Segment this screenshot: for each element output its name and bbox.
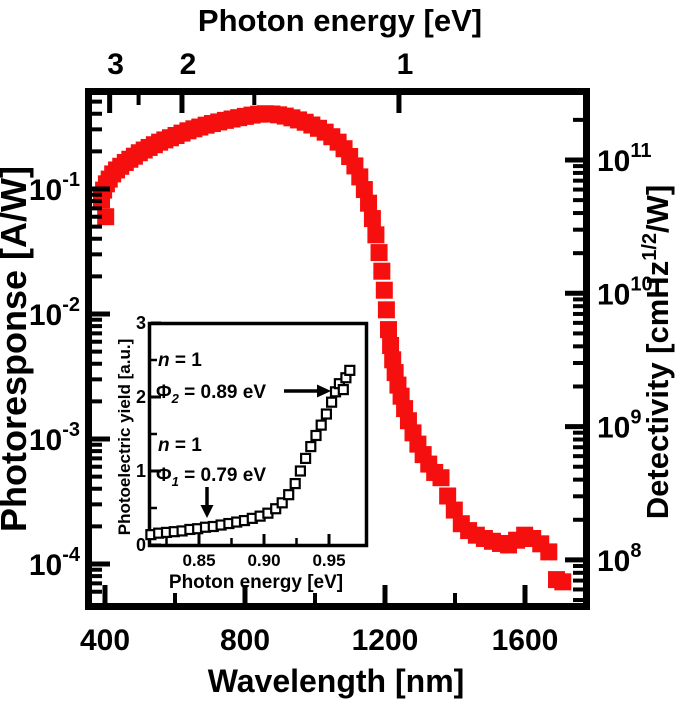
phi2-arrow-head xyxy=(317,384,331,398)
main-plot-box xyxy=(85,88,590,610)
data-point-yield xyxy=(310,429,322,442)
inset-x-axis-title: Photon energy [eV] xyxy=(169,572,343,593)
y-axis-tick-label: 10-1 xyxy=(29,169,80,207)
data-point-yield xyxy=(320,408,332,420)
data-point-photoresponse xyxy=(432,469,450,487)
data-point-photoresponse xyxy=(355,181,373,199)
x-axis-title: Wavelength [nm] xyxy=(208,663,465,699)
annotation-phi1-value: Φ1 = 0.79 eV xyxy=(156,465,266,489)
x-axis-tick-label: 1200 xyxy=(352,624,419,657)
data-point-yield xyxy=(289,477,301,490)
data-point-photoresponse xyxy=(370,244,388,262)
red-data-points xyxy=(93,105,572,591)
data-point-photoresponse xyxy=(382,336,400,354)
x-axis-wavelength: 400 800 1200 1600 Wavelength [nm] xyxy=(80,585,558,699)
data-point-photoresponse xyxy=(360,194,378,212)
inset-x-tick-label: 0.95 xyxy=(312,551,345,570)
inset-y-tick-label: 1 xyxy=(136,461,146,481)
right-axis-tick-label: 108 xyxy=(597,540,642,578)
data-point-yield xyxy=(276,497,288,509)
inset-plot-box xyxy=(147,321,369,548)
data-point-photoresponse xyxy=(445,501,463,519)
y-axis-tick-label: 10-2 xyxy=(29,294,80,332)
right-axis-detectivity: 1011 1010 109 108 Detectivity [cmHz1/2/W] xyxy=(565,117,675,603)
top-axis-title: Photon energy [eV] xyxy=(198,3,482,38)
inset-x-tick-label: 0.85 xyxy=(182,551,215,570)
right-axis-title: Detectivity [cmHz1/2/W] xyxy=(639,185,675,519)
data-point-photoresponse xyxy=(377,301,395,319)
data-point-yield xyxy=(326,396,338,408)
data-point-yield xyxy=(315,419,327,431)
top-axis-tick-label: 1 xyxy=(397,48,414,81)
data-point-photoresponse xyxy=(97,208,115,226)
right-axis-tick-label: 1011 xyxy=(597,140,652,178)
x-axis-tick-label: 400 xyxy=(80,624,130,657)
data-point-yield xyxy=(300,452,312,465)
right-axis-tick-label: 1010 xyxy=(597,273,653,311)
data-point-photoresponse xyxy=(367,226,385,244)
inset-y-tick-label: 0 xyxy=(136,535,146,555)
annotation-phi1: n = 1 Φ1 = 0.79 eV xyxy=(156,435,266,518)
data-point-photoresponse xyxy=(439,487,457,505)
data-point-yield xyxy=(344,364,356,376)
y-axis-photoresponse: 10-1 10-2 10-3 10-4 Photoresponse [A/W] xyxy=(0,99,110,594)
y-axis-tick-label: 10-4 xyxy=(29,544,81,582)
inset-y-axis-title: Photoelectric yield [a.u.] xyxy=(115,339,134,536)
inset-y-tick-label: 3 xyxy=(136,313,146,333)
data-point-photoresponse xyxy=(373,262,391,280)
inset-y-tick-label: 2 xyxy=(136,387,146,407)
data-point-yield xyxy=(283,489,295,501)
top-axis-photon-energy: 3 2 1 Photon energy [eV] xyxy=(107,3,482,113)
top-axis-tick-label: 2 xyxy=(180,48,197,81)
x-axis-tick-label: 800 xyxy=(220,624,270,657)
annotation-n-equals-1: n = 1 xyxy=(158,350,202,371)
data-point-yield xyxy=(305,440,317,453)
inset-data-points xyxy=(145,364,356,541)
data-point-yield xyxy=(294,465,306,477)
annotation-phi2-value: Φ2 = 0.89 eV xyxy=(156,382,266,406)
right-axis-tick-label: 109 xyxy=(597,407,642,445)
data-point-photoresponse xyxy=(363,210,381,228)
top-axis-tick-label: 3 xyxy=(107,48,124,81)
data-point-yield xyxy=(270,503,282,515)
annotation-phi2: n = 1 Φ2 = 0.89 eV xyxy=(156,350,331,406)
data-point-photoresponse xyxy=(540,543,558,561)
inset-photoelectric-yield-plot: 0.85 0.90 0.95 0 1 2 3 Photon energy [eV] Photoe… xyxy=(115,313,371,593)
y-axis-title: Photoresponse [A/W] xyxy=(0,166,34,532)
data-point-photoresponse xyxy=(380,321,397,339)
data-point-yield xyxy=(337,384,349,396)
inset-x-tick-label: 0.90 xyxy=(247,551,280,570)
data-point-photoresponse xyxy=(554,573,572,591)
y-axis-tick-label: 10-3 xyxy=(29,419,80,457)
x-axis-tick-label: 1600 xyxy=(492,624,559,657)
data-point-photoresponse xyxy=(375,281,393,299)
annotation-n-equals-1: n = 1 xyxy=(158,435,202,456)
phi1-arrow-head xyxy=(200,505,214,518)
